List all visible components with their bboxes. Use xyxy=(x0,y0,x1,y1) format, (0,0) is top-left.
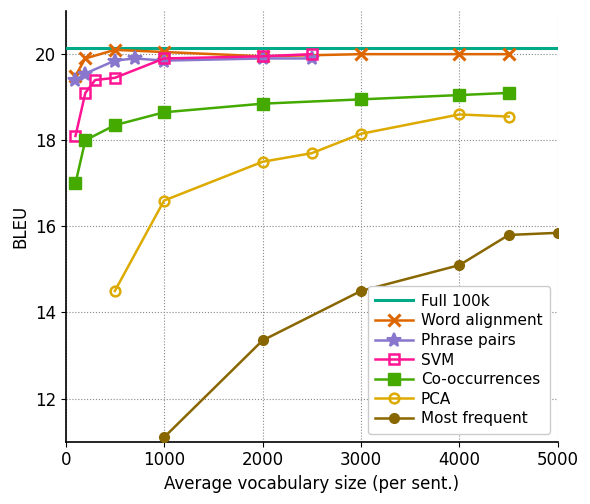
Legend: Full 100k, Word alignment, Phrase pairs, SVM, Co-occurrences, PCA, Most frequent: Full 100k, Word alignment, Phrase pairs,… xyxy=(368,286,550,434)
X-axis label: Average vocabulary size (per sent.): Average vocabulary size (per sent.) xyxy=(164,475,460,493)
Y-axis label: BLEU: BLEU xyxy=(11,205,29,248)
